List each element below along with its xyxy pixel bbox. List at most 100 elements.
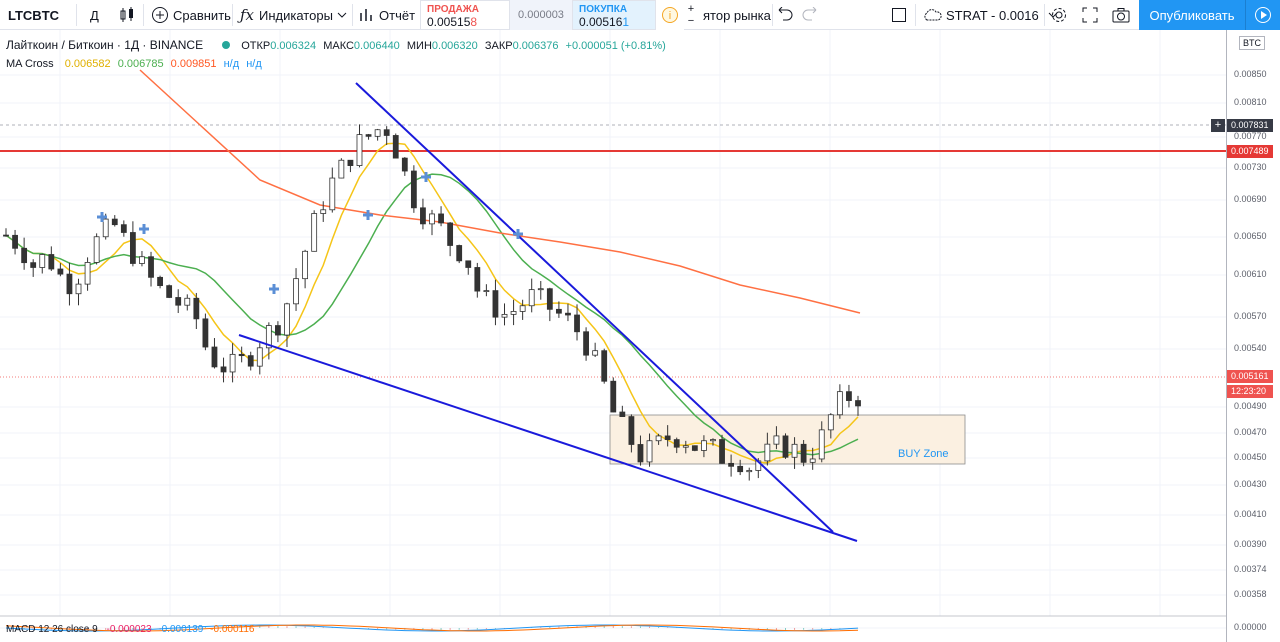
candle-body [229,353,236,373]
fullscreen-toggle-button[interactable] [891,0,907,30]
sell-price: 0.00515 [427,15,471,29]
compare-button[interactable]: Сравнить [151,0,231,30]
candle-body [401,157,408,172]
candle-body [592,350,599,356]
macd-signal-line [5,624,859,632]
quantity-stepper[interactable]: + − [684,0,698,30]
price-tick: 0.00850 [1234,69,1267,79]
interval-button[interactable]: Д [90,0,99,30]
undo-button[interactable] [778,0,794,30]
screener-button[interactable]: ятор рынка [703,0,771,30]
market-status-dot [222,41,231,49]
bar-chart-icon [358,7,374,23]
toolbar-divider [143,4,144,26]
candle-body [574,314,580,333]
spread-label: 0.000003 [518,8,564,21]
gear-icon [1050,6,1068,24]
candle-body [519,305,526,312]
crosshair-plus-icon: + [1211,119,1225,132]
open-label: ОТКР [241,40,271,52]
chart-type-button[interactable] [118,0,136,30]
candle-body [855,400,861,407]
candle-body [429,213,435,225]
buy-label: ПОКУПКА [579,4,628,15]
price-tick: 0.00374 [1234,564,1267,574]
candle-body [583,331,589,356]
candle-body [510,311,517,315]
macd-line [5,624,859,632]
candle-body [728,462,735,467]
strategy-dropdown[interactable]: STRAT - 0.0016 [922,0,1059,30]
price-tick: 0.00540 [1234,343,1267,353]
symbol-search[interactable]: LTCBTC [8,0,59,30]
price-tick: 0.00358 [1234,589,1267,599]
trendline-lower [238,334,858,542]
symbol-label: LTCBTC [8,7,60,23]
macd-legend: MACD 12 26 close 9 -0.000023 -0.000139 -… [6,624,254,635]
candle-body [800,443,807,463]
publish-button[interactable]: Опубликовать [1139,0,1245,30]
ma-na-1: н/д [223,58,240,70]
snapshot-button[interactable] [1112,0,1130,30]
candle-body [737,465,744,473]
play-circle-icon [1254,6,1272,24]
ma-legend: MA Cross 0.006582 0.006785 0.009851 н/д … [6,58,262,70]
minus-icon[interactable]: − [687,15,695,27]
currency-badge[interactable]: BTC [1239,36,1265,50]
templates-dropdown[interactable] [336,0,348,30]
report-label: Отчёт [379,7,416,23]
play-button[interactable] [1245,0,1280,30]
price-tick: 0.00390 [1234,539,1267,549]
candle-body [746,470,753,473]
price-chart[interactable]: BUY Zone [0,30,1226,642]
redo-icon [801,7,817,23]
candle-body [719,439,725,464]
trendline-upper [355,82,834,533]
screener-label: ятор рынка [703,7,771,23]
indicators-button[interactable]: ƒx Индикаторы [240,0,333,30]
redo-button[interactable] [801,0,817,30]
price-tick: 0.00690 [1234,194,1267,204]
candle-body [555,308,562,314]
candle-body [184,297,191,306]
candle-body [483,290,490,293]
macd-name: MACD 12 26 close 9 [6,624,98,635]
settings-button[interactable] [1050,0,1068,30]
resistance-price-tag: 0.007489 [1227,145,1273,158]
price-tick: 0.00770 [1234,131,1267,141]
candle-body [809,458,816,463]
candle-body [374,129,381,137]
candle-body [619,411,626,417]
candle-body [320,209,327,214]
price-axis[interactable]: BTC [1226,30,1280,642]
candle-body [247,355,254,367]
report-button[interactable]: Отчёт [358,0,415,30]
ma-value-fast: 0.006582 [64,58,111,70]
candle-body [392,135,399,159]
candle-body [691,445,698,451]
buy-price-tail: 1 [622,15,630,29]
expand-button[interactable] [1082,0,1098,30]
candle-body [610,380,617,413]
candle-body [827,414,834,431]
candle-body [537,288,544,291]
candle-body [84,262,91,285]
price-tick: 0.00000 [1234,622,1267,632]
candle-body [655,435,662,442]
moving-averages [5,69,861,464]
candle-body [256,347,263,367]
close-label: ЗАКР [484,40,513,52]
last-price-tag: 0.005161 [1227,370,1273,383]
plus-icon[interactable]: + [687,3,695,15]
price-tick: 0.00610 [1234,269,1267,279]
buy-button[interactable]: ПОКУПКА 0.005161 [572,0,656,30]
info-icon: i [661,6,679,24]
symbol-legend: Лайткоин / Биткоин · 1Д · BINANCE ОТКР0.… [6,38,666,52]
candle-body [474,267,481,292]
indicators-label: Индикаторы [259,7,333,23]
high-label: МАКС [323,40,354,52]
trade-info-button[interactable]: i [656,0,684,30]
candle-body [420,207,426,225]
sell-button[interactable]: ПРОДАЖА 0.005158 [420,0,510,30]
candle-body [265,325,272,349]
